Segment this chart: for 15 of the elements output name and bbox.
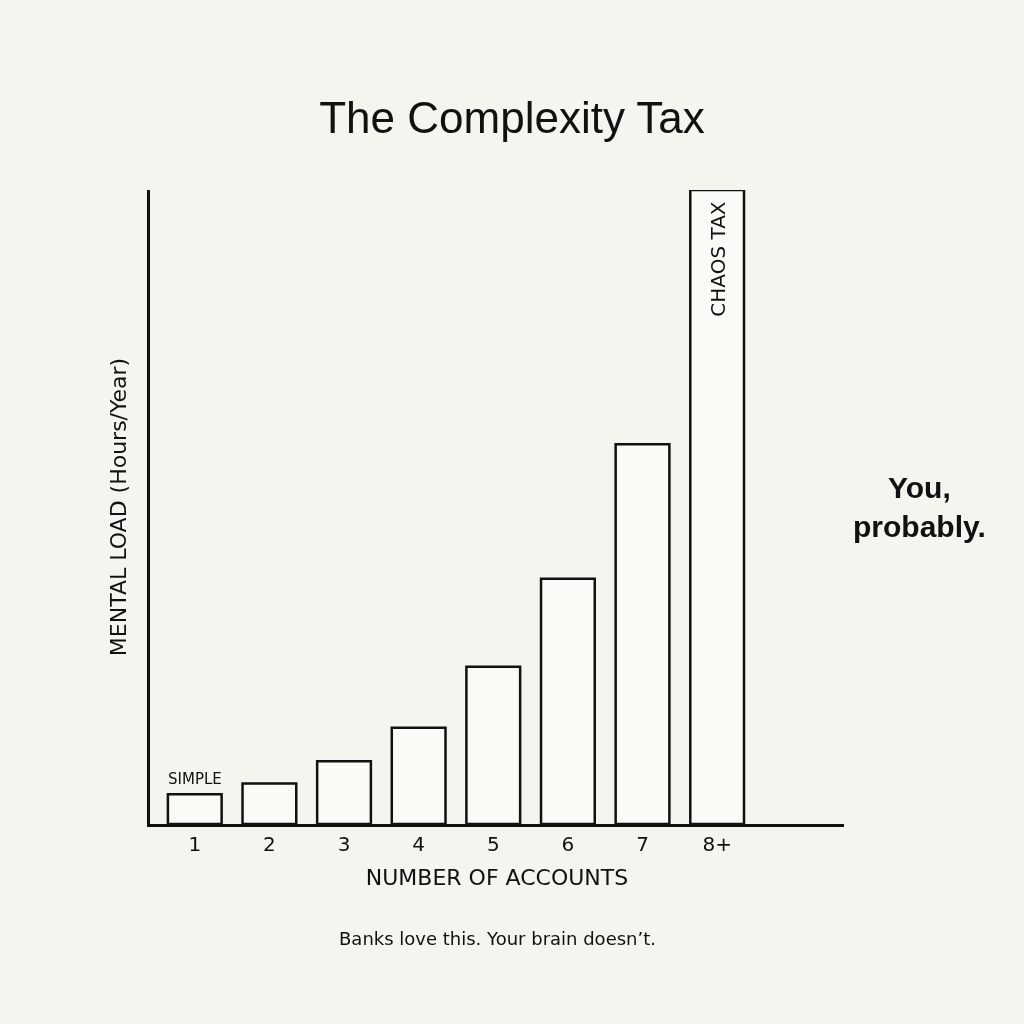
chart-title: The Complexity Tax [319,93,705,143]
x-tick-label: 2 [263,831,276,856]
x-tick-label: 7 [636,831,649,856]
x-axis-title: NUMBER OF ACCOUNTS [365,864,629,890]
x-tick-label: 1 [188,831,202,856]
text: You, probably. [853,471,986,543]
y-axis-title: MENTAL LOAD (Hours/Year) [106,357,132,657]
x-tick-label: 5 [486,831,500,856]
text: Banks love this. Your brain doesn’t. [339,928,656,949]
annotation: SIMPLE [168,770,222,788]
x-tick-label: 8+ [702,831,732,856]
x-tick-label: 3 [337,831,351,856]
x-tick-label: 6 [561,831,575,856]
annotation: CHAOS TAX [705,201,730,317]
x-tick-label: 4 [412,831,426,856]
